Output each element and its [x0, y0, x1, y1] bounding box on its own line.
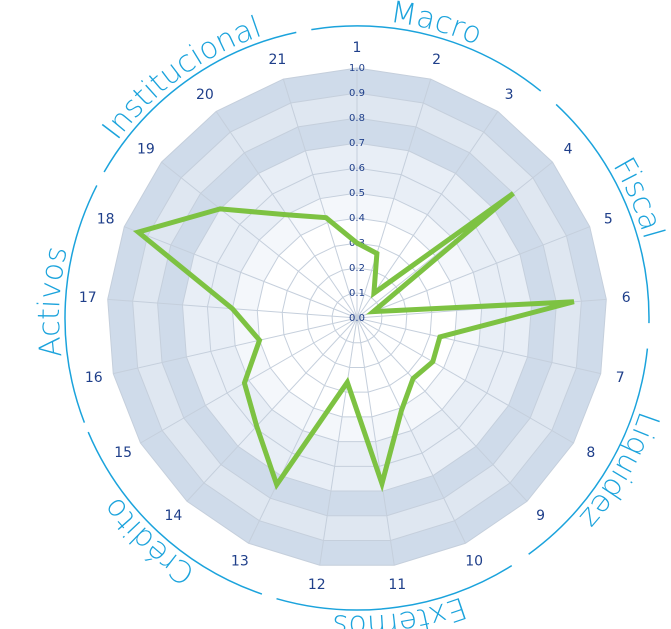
- category-label: 2: [432, 52, 441, 68]
- group-label: Crédito: [96, 491, 201, 592]
- category-label: 15: [114, 445, 132, 461]
- category-label: 12: [308, 577, 326, 593]
- category-label: 19: [137, 142, 155, 158]
- y-tick-label: 0.5: [349, 188, 365, 199]
- spoke: [356, 317, 395, 566]
- y-tick-label: 0.1: [349, 288, 365, 299]
- group-label: Activos: [32, 243, 75, 359]
- category-label: 21: [269, 52, 287, 68]
- spoke: [113, 317, 358, 375]
- spoke: [186, 317, 358, 502]
- grid-ring: [206, 167, 508, 467]
- y-tick-label: 0.4: [349, 213, 365, 224]
- grid-ring: [181, 142, 533, 492]
- category-label: 8: [586, 445, 595, 461]
- group-label-path: Crédito: [96, 491, 201, 592]
- category-label: 3: [505, 87, 514, 103]
- y-tick-label: 0.0: [349, 313, 365, 324]
- spoke: [161, 161, 358, 319]
- y-tick-label: 0.8: [349, 113, 365, 124]
- group-label-path: Macro: [388, 0, 487, 52]
- category-label: 20: [196, 87, 214, 103]
- group-label: Externos: [331, 589, 471, 629]
- spoke: [282, 78, 358, 319]
- category-label: 18: [97, 211, 115, 227]
- category-label: 14: [164, 508, 182, 524]
- series-line: [132, 191, 575, 493]
- category-label: 9: [536, 508, 545, 524]
- category-label: 5: [604, 211, 613, 227]
- group-arc: [87, 431, 263, 595]
- spoke: [124, 226, 358, 319]
- category-label: 7: [616, 370, 625, 386]
- spoke: [140, 317, 358, 444]
- spoke: [356, 226, 590, 319]
- category-label: 16: [85, 370, 103, 386]
- category-label: 10: [465, 553, 483, 569]
- category-label: 6: [622, 290, 631, 306]
- grid-ring: [306, 267, 408, 368]
- category-label: 13: [231, 553, 249, 569]
- spoke: [248, 317, 358, 544]
- grid-ring: [107, 67, 607, 566]
- group-label-path: Liquidez: [572, 407, 666, 535]
- group-label: Macro: [388, 0, 487, 52]
- y-tick-label: 0.7: [349, 138, 365, 149]
- group-label: Fiscal: [606, 152, 671, 243]
- spoke: [356, 317, 528, 502]
- y-tick-label: 1.0: [349, 63, 365, 74]
- spoke: [356, 317, 601, 375]
- group-arc: [64, 185, 98, 423]
- spoke: [356, 317, 466, 544]
- group-arc: [528, 348, 649, 555]
- group-label-path: Activos: [32, 243, 75, 359]
- y-tick-label: 0.2: [349, 263, 365, 274]
- category-label: 17: [79, 290, 97, 306]
- group-arc: [103, 31, 297, 173]
- spoke: [356, 317, 574, 444]
- group-arc: [276, 564, 513, 611]
- group-label-path: Externos: [331, 589, 471, 629]
- spoke: [319, 317, 358, 566]
- group-label-path: Fiscal: [606, 152, 671, 243]
- spoke: [356, 111, 499, 319]
- group-arc: [555, 103, 650, 324]
- group-arc: [311, 25, 542, 92]
- grid-ring: [132, 92, 582, 541]
- category-label: 11: [388, 577, 406, 593]
- grid-ring: [281, 242, 433, 393]
- category-label: 4: [564, 142, 573, 158]
- group-label: Liquidez: [572, 407, 666, 535]
- y-tick-label: 0.9: [349, 88, 365, 99]
- spoke: [356, 78, 432, 319]
- category-label: 1: [353, 40, 362, 56]
- y-tick-label: 0.6: [349, 163, 365, 174]
- grid-ring: [231, 192, 483, 443]
